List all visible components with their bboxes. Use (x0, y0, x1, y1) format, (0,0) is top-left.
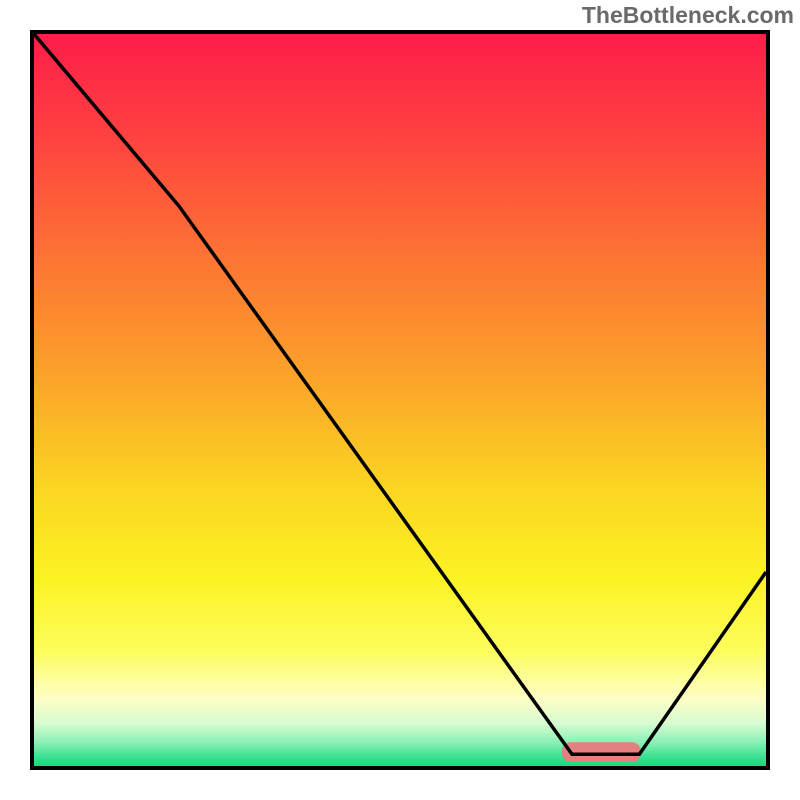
image-root: TheBottleneck.com (0, 0, 800, 800)
bottleneck-chart (0, 0, 800, 800)
optimum-marker (562, 742, 641, 762)
gradient-background (32, 32, 768, 768)
watermark-label: TheBottleneck.com (582, 2, 794, 29)
